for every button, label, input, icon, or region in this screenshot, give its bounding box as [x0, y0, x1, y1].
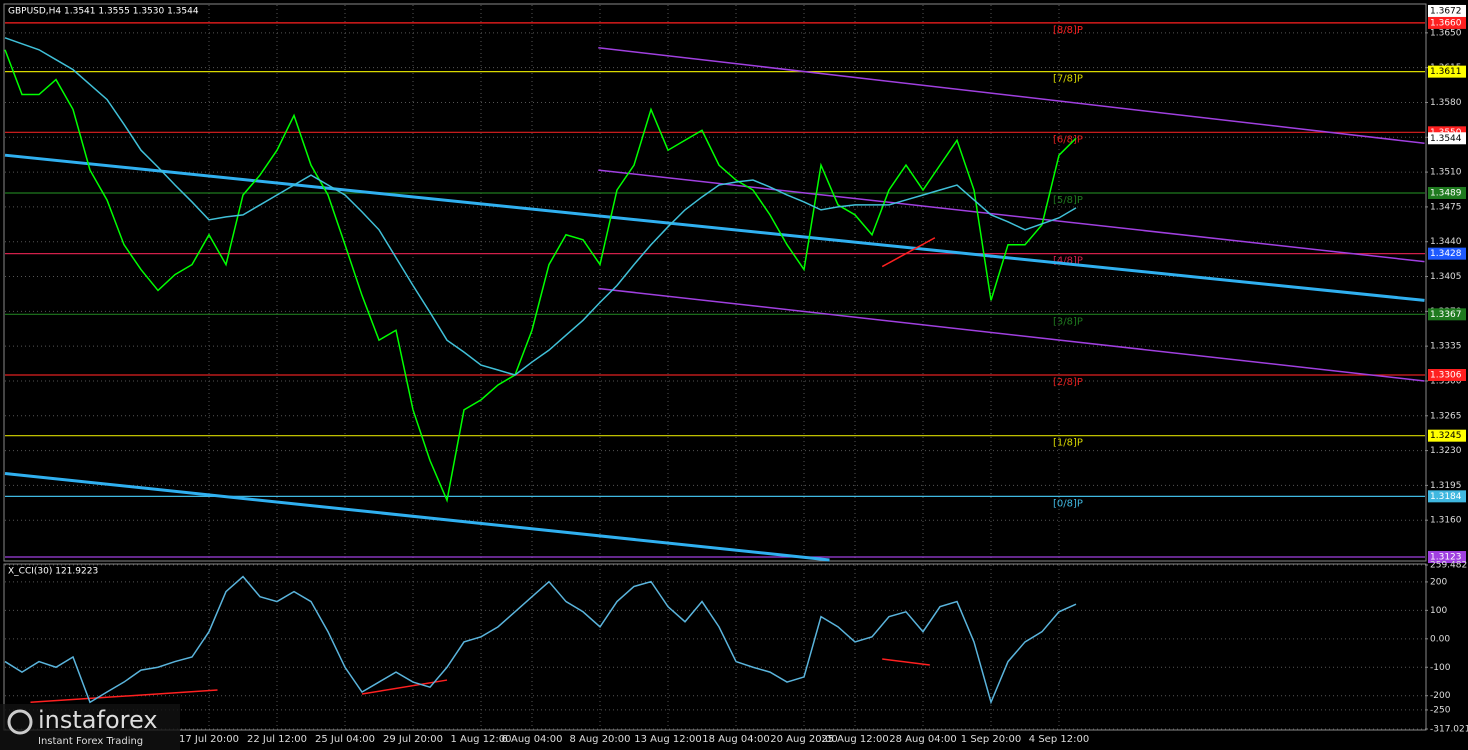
- level-value-label: 1.3489: [1430, 188, 1462, 198]
- y-tick-label: -200: [1430, 691, 1451, 701]
- y-tick-label: 1.3510: [1430, 168, 1462, 178]
- trend-line: [598, 47, 1425, 144]
- y-tick-label: 1.3160: [1430, 516, 1462, 526]
- x-tick-label: 29 Jul 20:00: [383, 734, 443, 745]
- y-tick-label: 1.3440: [1430, 237, 1462, 247]
- level-name: [8/8]P: [1053, 25, 1083, 36]
- y-tick-label: -317.0216: [1430, 725, 1468, 735]
- price-marker: [1428, 132, 1466, 145]
- trend-line: [598, 287, 1425, 382]
- price-marker-label: 1.3672: [1430, 6, 1462, 16]
- y-tick-label: 1.3580: [1430, 98, 1462, 108]
- trend-line: [30, 689, 218, 704]
- x-tick-label: 1 Aug 12:00: [450, 734, 511, 745]
- x-tick-label: 18 Aug 04:00: [702, 734, 769, 745]
- x-tick-label: 20 Aug 20:00: [770, 734, 837, 745]
- level-name: [5/8]P: [1053, 195, 1083, 206]
- level-box: [1428, 308, 1466, 321]
- y-tick-label: 0.00: [1430, 634, 1450, 644]
- level-name: [4/8]P: [1053, 256, 1083, 267]
- watermark-tagline: Instant Forex Trading: [38, 736, 143, 747]
- trend-line: [882, 658, 930, 666]
- series-line: [4, 37, 1077, 376]
- y-tick-label: 1.3195: [1430, 481, 1462, 491]
- series-line: [4, 49, 1077, 503]
- panel-title: X_CCI(30) 121.9223: [8, 567, 98, 577]
- y-tick-label: -100: [1430, 663, 1451, 673]
- x-tick-label: 1 Sep 20:00: [961, 734, 1021, 745]
- level-value-label: 1.3660: [1430, 18, 1462, 28]
- level-name: [2/8]P: [1053, 377, 1083, 388]
- trend-line: [598, 169, 1425, 263]
- level-box: [1428, 186, 1466, 199]
- level-box: [1428, 490, 1466, 503]
- level-value-label: 1.3245: [1430, 431, 1462, 441]
- watermark-brand: instaforex: [38, 706, 158, 734]
- level-name: [1/8]P: [1053, 438, 1083, 449]
- level-value-label: 1.3306: [1430, 371, 1462, 381]
- price-marker: [1428, 4, 1466, 17]
- trend-line: [4, 471, 830, 562]
- x-tick-label: 8 Aug 20:00: [569, 734, 630, 745]
- x-tick-label: 4 Sep 12:00: [1029, 734, 1089, 745]
- main-frame: [3, 3, 1427, 562]
- trend-line: [4, 153, 1425, 302]
- x-tick-label: 28 Aug 04:00: [889, 734, 956, 745]
- level-name: [3/8]P: [1053, 316, 1083, 327]
- level-box: [1428, 247, 1466, 260]
- level-box: [1428, 429, 1466, 442]
- y-tick-label: 1.3405: [1430, 272, 1462, 282]
- level-box: [1428, 369, 1466, 381]
- price-marker-label: 1.3544: [1430, 134, 1462, 144]
- y-tick-label: 259.4821: [1430, 561, 1468, 571]
- x-tick-label: 22 Jul 12:00: [247, 734, 307, 745]
- trend-line: [361, 679, 448, 695]
- level-value-label: 1.3184: [1430, 492, 1462, 502]
- cci-frame: [3, 563, 1427, 731]
- level-name: [7/8]P: [1053, 74, 1083, 85]
- y-tick-label: 1.3230: [1430, 446, 1462, 456]
- x-tick-label: 25 Aug 12:00: [821, 734, 888, 745]
- level-box: [1428, 65, 1466, 78]
- x-tick-label: 17 Jul 20:00: [179, 734, 239, 745]
- level-box: [1428, 551, 1466, 564]
- x-tick-label: 13 Aug 12:00: [634, 734, 701, 745]
- x-tick-label: 25 Jul 04:00: [315, 734, 375, 745]
- level-value-label: 1.3367: [1430, 310, 1462, 320]
- y-tick-label: 1.3335: [1430, 342, 1462, 352]
- level-name: [6/8]P: [1053, 134, 1083, 145]
- trend-line: [881, 237, 936, 268]
- x-tick-label: 6 Aug 04:00: [501, 734, 562, 745]
- y-tick-label: 1.3300: [1430, 376, 1462, 386]
- panel-title: GBPUSD,H4 1.3541 1.3555 1.3530 1.3544: [8, 7, 199, 17]
- watermark-logo: [7, 709, 33, 735]
- series-line: [4, 575, 1077, 705]
- y-tick-label: 100: [1430, 606, 1447, 616]
- y-tick-label: 200: [1430, 577, 1447, 587]
- level-value-label: 1.3428: [1430, 249, 1462, 259]
- level-value-label: 1.3611: [1430, 67, 1462, 77]
- level-box: [1428, 16, 1466, 29]
- level-name: [0/8]P: [1053, 498, 1083, 509]
- y-tick-label: 1.3650: [1430, 28, 1462, 38]
- y-tick-label: 1.3475: [1430, 202, 1462, 212]
- y-tick-label: -250: [1430, 705, 1451, 715]
- y-tick-label: 1.3265: [1430, 411, 1462, 421]
- level-value-label: 1.3123: [1430, 553, 1462, 563]
